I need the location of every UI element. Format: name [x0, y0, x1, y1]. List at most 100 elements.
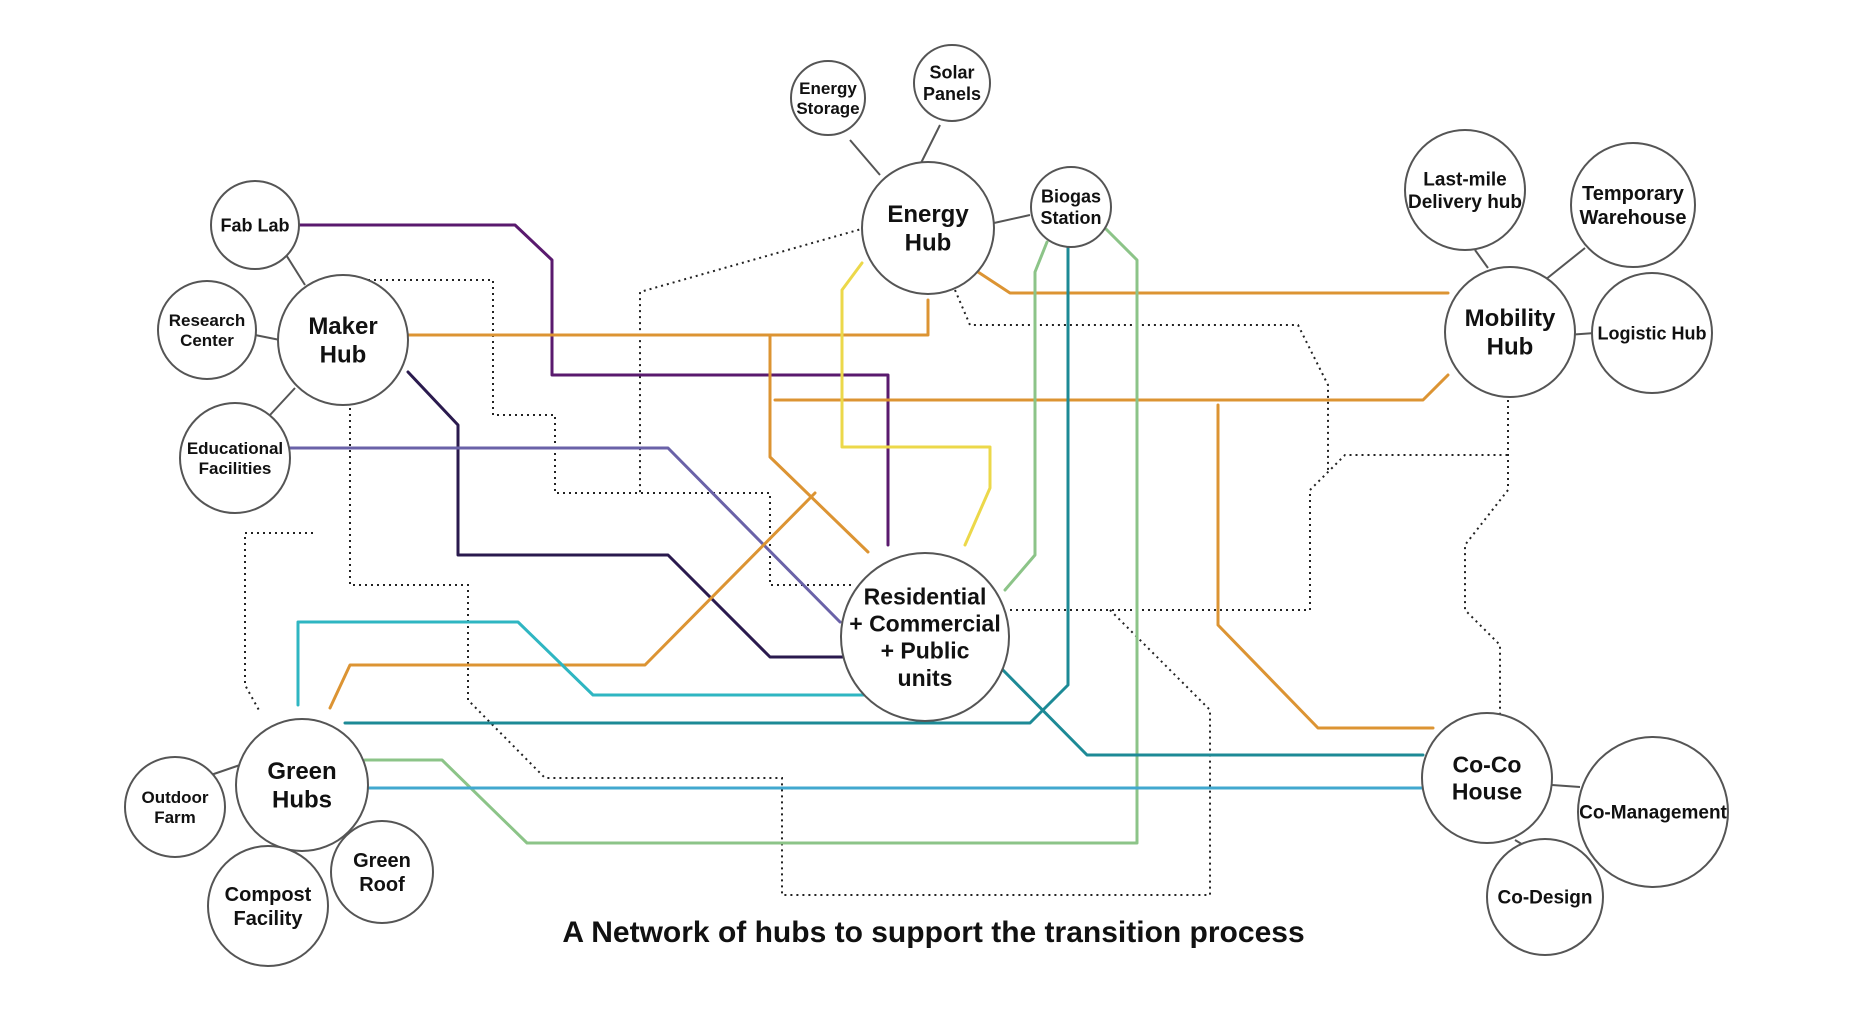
dark-navy-route: [406, 370, 847, 659]
cyan-route-coco: [996, 663, 1425, 757]
node-circle-energy-hub: [861, 161, 995, 295]
orange-route-mobility-coco: [773, 373, 1450, 402]
spoke-educational: [269, 387, 296, 416]
node-label-mobility-hub: Mobility: [1465, 305, 1556, 332]
node-label-compost-facility: Compost: [225, 884, 312, 906]
node-circle-temporary-warehouse: [1570, 142, 1696, 268]
dotted-route: [244, 532, 313, 713]
node-label-maker-hub: Maker: [308, 313, 377, 340]
node-circle-biogas-station: [1030, 166, 1112, 248]
node-label-residential: + Public: [881, 638, 970, 664]
node-label-fab-lab: Fab Lab: [220, 215, 289, 235]
yellow-route: [840, 261, 992, 547]
teal-route: [343, 243, 1070, 725]
node-label-research-center: Research: [169, 311, 246, 330]
node-label-logistic-hub: Logistic Hub: [1598, 323, 1707, 343]
spoke-temp-warehouse: [1544, 247, 1586, 281]
purple-route: [294, 223, 890, 547]
orange-route-drop: [768, 333, 870, 554]
node-label-co-management: Co-Management: [1579, 803, 1727, 824]
spoke-last-mile: [1474, 249, 1489, 269]
node-label-co-design: Co-Design: [1498, 888, 1593, 909]
dotted-route: [368, 279, 855, 586]
orange-route-green: [328, 491, 817, 710]
node-logistic-hub: Logistic Hub: [1591, 272, 1713, 394]
node-circle-research-center: [157, 280, 257, 380]
node-circle-solar-panels: [913, 44, 991, 122]
node-circle-coco-house: [1421, 712, 1553, 844]
orange-route-energy-mobility: [973, 268, 1450, 295]
node-label-energy-hub: Hub: [905, 230, 952, 257]
node-circle-maker-hub: [277, 274, 409, 406]
node-label-energy-hub: Energy: [887, 201, 969, 228]
dotted-routes: [244, 227, 1509, 896]
node-label-biogas-station: Biogas: [1041, 187, 1101, 207]
node-circle-educational-facilities: [179, 402, 291, 514]
node-circle-green-hubs: [235, 718, 369, 852]
node-circle-green-roof: [330, 820, 434, 924]
node-label-outdoor-farm: Farm: [154, 808, 196, 827]
node-circle-co-design: [1486, 838, 1604, 956]
dotted-route: [639, 227, 866, 493]
node-label-temporary-warehouse: Temporary: [1582, 183, 1685, 205]
orange-route-maker: [406, 298, 930, 337]
node-label-research-center: Center: [180, 331, 234, 350]
node-circle-compost-facility: [207, 845, 329, 967]
node-label-outdoor-farm: Outdoor: [141, 788, 208, 807]
node-label-green-roof: Roof: [359, 874, 405, 896]
spoke-co-management: [1551, 784, 1581, 788]
node-fab-lab: Fab Lab: [210, 180, 300, 270]
diagram-caption: A Network of hubs to support the transit…: [562, 916, 1305, 949]
node-label-coco-house: House: [1452, 779, 1522, 805]
node-circle-residential: [840, 552, 1010, 722]
node-label-green-hubs: Hubs: [272, 787, 332, 814]
node-label-biogas-station: Station: [1041, 208, 1102, 228]
node-label-temporary-warehouse: Warehouse: [1579, 207, 1686, 229]
node-label-green-roof: Green: [353, 850, 411, 872]
node-label-solar-panels: Panels: [923, 84, 981, 104]
spoke-research-center: [254, 334, 281, 341]
node-label-educational-facilities: Educational: [187, 439, 283, 458]
node-circle-mobility-hub: [1444, 266, 1576, 398]
cyan-route: [296, 620, 880, 707]
dotted-route: [1464, 400, 1509, 715]
node-label-solar-panels: Solar: [929, 63, 974, 83]
node-label-coco-house: Co-Co: [1453, 751, 1522, 777]
node-circle-outdoor-farm: [124, 756, 226, 858]
node-circle-co-management: [1577, 736, 1729, 888]
node-label-residential: + Commercial: [849, 610, 1001, 636]
node-co-management: Co-Management: [1577, 736, 1729, 888]
dotted-route: [349, 408, 1211, 896]
node-label-residential: units: [898, 665, 953, 691]
node-label-residential: Residential: [864, 583, 987, 609]
node-co-design: Co-Design: [1486, 838, 1604, 956]
light-green-route-biogas: [1003, 240, 1049, 592]
spoke-solar-panels: [919, 124, 941, 166]
node-label-educational-facilities: Facilities: [199, 459, 272, 478]
colored-routes: [288, 223, 1450, 845]
node-label-last-mile: Delivery hub: [1408, 192, 1522, 213]
dotted-route: [954, 289, 1329, 470]
node-label-mobility-hub: Hub: [1487, 334, 1534, 361]
node-circle-energy-storage: [790, 60, 866, 136]
node-label-maker-hub: Hub: [320, 342, 367, 369]
dotted-route: [1010, 454, 1508, 611]
lavender-route: [288, 446, 842, 624]
node-label-green-hubs: Green: [267, 758, 336, 785]
light-green-route-long: [363, 226, 1139, 845]
